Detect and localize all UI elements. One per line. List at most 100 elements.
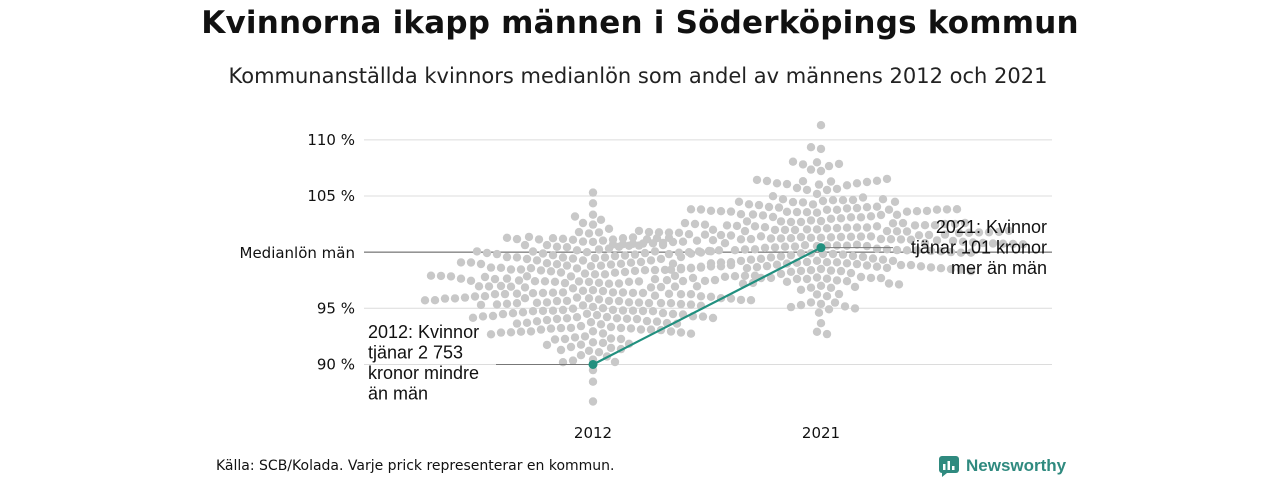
municipality-dot-2021 [802,208,812,217]
municipality-dot-2012 [614,279,624,288]
municipality-dot-2012 [532,256,542,265]
municipality-dot-2021 [796,249,806,258]
municipality-dot-2012 [522,254,532,264]
municipality-dot-2021 [766,273,776,283]
municipality-dot-2021 [922,206,932,216]
municipality-dot-2021 [902,246,912,255]
municipality-dot-2012 [688,273,698,283]
municipality-dot-2021 [940,230,950,239]
municipality-dot-2021 [826,283,836,292]
y-tick-label: 90 % [317,355,355,373]
municipality-dot-2021 [746,255,756,264]
newsworthy-icon [939,456,959,477]
municipality-dot-2021 [842,181,852,190]
municipality-dot-2021 [770,225,780,235]
municipality-dot-2021 [798,160,808,169]
municipality-dot-2021 [876,234,886,244]
municipality-dot-2012 [648,307,658,316]
municipality-dot-2012 [538,249,548,258]
municipality-dot-2021 [816,166,826,176]
municipality-dot-2021 [848,251,858,261]
municipality-dot-2021 [816,264,826,274]
municipality-dot-2021 [802,225,812,234]
municipality-dot-2021 [890,197,900,206]
municipality-dot-2012 [516,327,526,336]
municipality-dot-2021 [956,248,966,257]
municipality-dot-2021 [856,213,866,222]
municipality-dot-2012 [530,277,540,286]
municipality-dot-2021 [818,196,828,206]
municipality-dot-2012 [548,251,558,260]
municipality-dot-2012 [586,318,596,327]
municipality-dot-2021 [756,232,766,241]
municipality-dot-2021 [790,225,800,235]
municipality-dot-2021 [848,195,858,205]
municipality-dot-2012 [486,330,496,339]
municipality-dot-2012 [666,327,676,336]
municipality-dot-2012 [446,272,456,281]
municipality-dot-2012 [552,314,562,324]
municipality-dot-2021 [822,205,832,214]
municipality-dot-2021 [946,247,956,257]
municipality-dot-2012 [584,346,594,355]
municipality-dot-2012 [730,272,740,281]
annotation-2021-line: mer än män [951,258,1047,278]
municipality-dot-2012 [484,282,494,291]
municipality-dot-2021 [876,210,886,220]
municipality-dot-2021 [862,203,872,212]
municipality-dot-2012 [626,258,636,267]
municipality-dot-2012 [604,279,614,288]
municipality-dot-2012 [636,325,646,334]
municipality-dot-2021 [836,214,846,223]
municipality-dot-2021 [936,264,946,273]
municipality-dot-2021 [858,193,868,202]
municipality-dot-2021 [842,204,852,213]
municipality-dot-2021 [628,239,638,248]
municipality-dot-2012 [482,248,492,258]
municipality-dot-2021 [692,236,702,245]
municipality-dot-2021 [902,227,912,236]
municipality-dot-2021 [812,225,822,234]
municipality-dot-2021 [866,232,876,241]
municipality-dot-2021 [826,214,836,223]
municipality-dot-2021 [706,262,716,271]
municipality-dot-2021 [716,207,726,216]
municipality-dot-2012 [582,248,592,257]
municipality-dot-2021 [852,179,862,188]
municipality-dot-2012 [588,327,598,336]
municipality-dot-2012 [512,289,522,298]
municipality-dot-2012 [606,334,616,343]
municipality-dot-2021 [932,236,942,245]
municipality-dot-2012 [560,334,570,344]
municipality-dot-2012 [488,311,498,321]
municipality-dot-2021 [822,224,832,233]
municipality-dot-2012 [628,288,638,298]
municipality-dot-2021 [732,221,742,231]
municipality-dot-2012 [656,298,666,308]
municipality-dot-2021 [714,246,724,255]
municipality-dot-2021 [684,248,694,257]
y-tick-label: 95 % [317,299,355,317]
municipality-dot-2021 [648,239,658,248]
municipality-dot-2012 [598,304,608,313]
municipality-dot-2012 [588,237,598,247]
municipality-dot-2012 [576,351,586,360]
municipality-dot-2012 [584,294,594,303]
municipality-dot-2012 [624,277,634,286]
x-tick-label: 2021 [802,424,840,442]
municipality-dot-2012 [596,261,606,270]
municipality-dot-2012 [476,259,486,269]
municipality-dot-2012 [588,338,598,347]
municipality-dot-2021 [1018,240,1028,249]
municipality-dot-2012 [706,292,716,301]
municipality-dot-2021 [664,228,674,237]
municipality-dot-2012 [572,264,582,273]
municipality-dot-2012 [634,298,644,307]
municipality-dot-2012 [478,312,488,321]
municipality-dot-2021 [792,207,802,217]
municipality-dot-2021 [1008,239,1018,249]
municipality-dot-2021 [822,292,832,301]
municipality-dot-2021 [958,237,968,246]
municipality-dot-2021 [912,207,922,216]
municipality-dot-2012 [568,254,578,263]
